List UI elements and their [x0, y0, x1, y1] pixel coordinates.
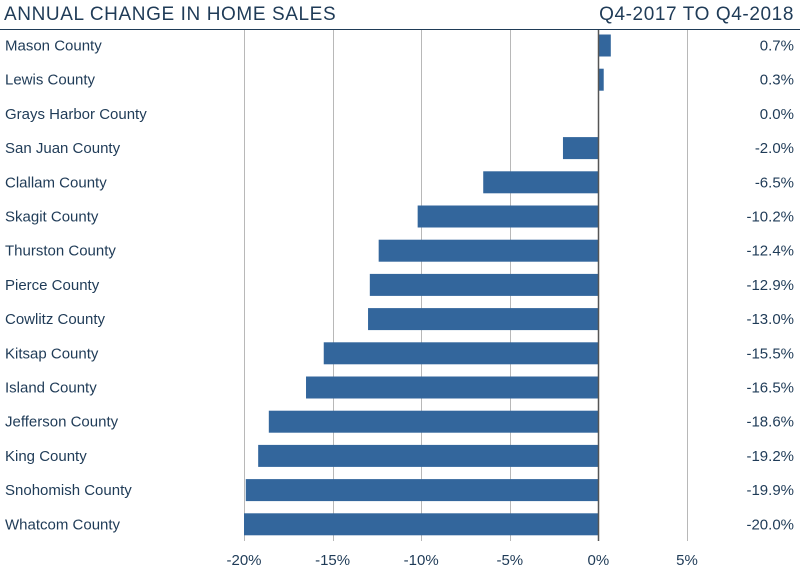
bars — [244, 34, 611, 536]
category-label: Jefferson County — [5, 414, 119, 431]
value-label: -18.6% — [746, 414, 794, 431]
bar — [244, 513, 599, 536]
category-label: Skagit County — [5, 209, 99, 226]
category-label: Thurston County — [5, 243, 116, 260]
value-label: -12.9% — [746, 277, 794, 294]
category-label: Cowlitz County — [5, 311, 106, 328]
chart-title: ANNUAL CHANGE IN HOME SALES — [4, 4, 337, 25]
category-label: King County — [5, 448, 87, 465]
value-label: 0.7% — [760, 38, 794, 55]
value-labels: 0.7% 0.3% 0.0% -2.0% -6.5% -10.2% -12.4% -12.9%… — [746, 38, 794, 534]
value-label: -19.2% — [746, 448, 794, 465]
x-tick-label: 5% — [676, 552, 698, 569]
bar — [368, 308, 599, 331]
category-label: Snohomish County — [5, 482, 132, 499]
bar — [323, 342, 599, 365]
value-label: -20.0% — [746, 516, 794, 533]
value-label: -6.5% — [755, 174, 794, 191]
x-axis-ticks: -20% -15% -10% -5% 0% 5% — [226, 552, 697, 569]
category-label: Kitsap County — [5, 345, 99, 362]
bar — [306, 376, 599, 399]
x-tick-label: -20% — [226, 552, 261, 569]
category-label: Mason County — [5, 38, 102, 55]
x-tick-label: -5% — [496, 552, 523, 569]
bar — [562, 137, 599, 160]
bar — [417, 205, 599, 228]
value-label: 0.3% — [760, 72, 794, 89]
chart-header: ANNUAL CHANGE IN HOME SALES Q4-2017 TO Q… — [0, 0, 800, 30]
category-label: Lewis County — [5, 72, 96, 89]
chart-subtitle: Q4-2017 TO Q4-2018 — [599, 4, 794, 25]
bar — [245, 479, 599, 502]
header-divider — [0, 29, 800, 30]
value-label: -15.5% — [746, 345, 794, 362]
value-label: -13.0% — [746, 311, 794, 328]
bar — [483, 171, 599, 194]
category-label: Grays Harbor County — [5, 106, 147, 123]
bar — [268, 410, 599, 433]
value-label: -19.9% — [746, 482, 794, 499]
category-label: Clallam County — [5, 174, 107, 191]
category-labels: Mason County Lewis County Grays Harbor Cou… — [5, 38, 147, 534]
value-label: -16.5% — [746, 380, 794, 397]
value-label: -10.2% — [746, 209, 794, 226]
bar — [598, 68, 604, 91]
value-label: 0.0% — [760, 106, 794, 123]
x-tick-label: 0% — [588, 552, 610, 569]
bar — [378, 239, 599, 262]
x-tick-label: -15% — [315, 552, 350, 569]
category-label: Island County — [5, 380, 97, 397]
value-label: -12.4% — [746, 243, 794, 260]
category-label: Pierce County — [5, 277, 100, 294]
bar — [369, 273, 599, 296]
category-label: Whatcom County — [5, 516, 121, 533]
x-tick-label: -10% — [404, 552, 439, 569]
value-label: -2.0% — [755, 140, 794, 157]
bar — [598, 34, 611, 57]
bar — [258, 444, 599, 467]
category-label: San Juan County — [5, 140, 121, 157]
